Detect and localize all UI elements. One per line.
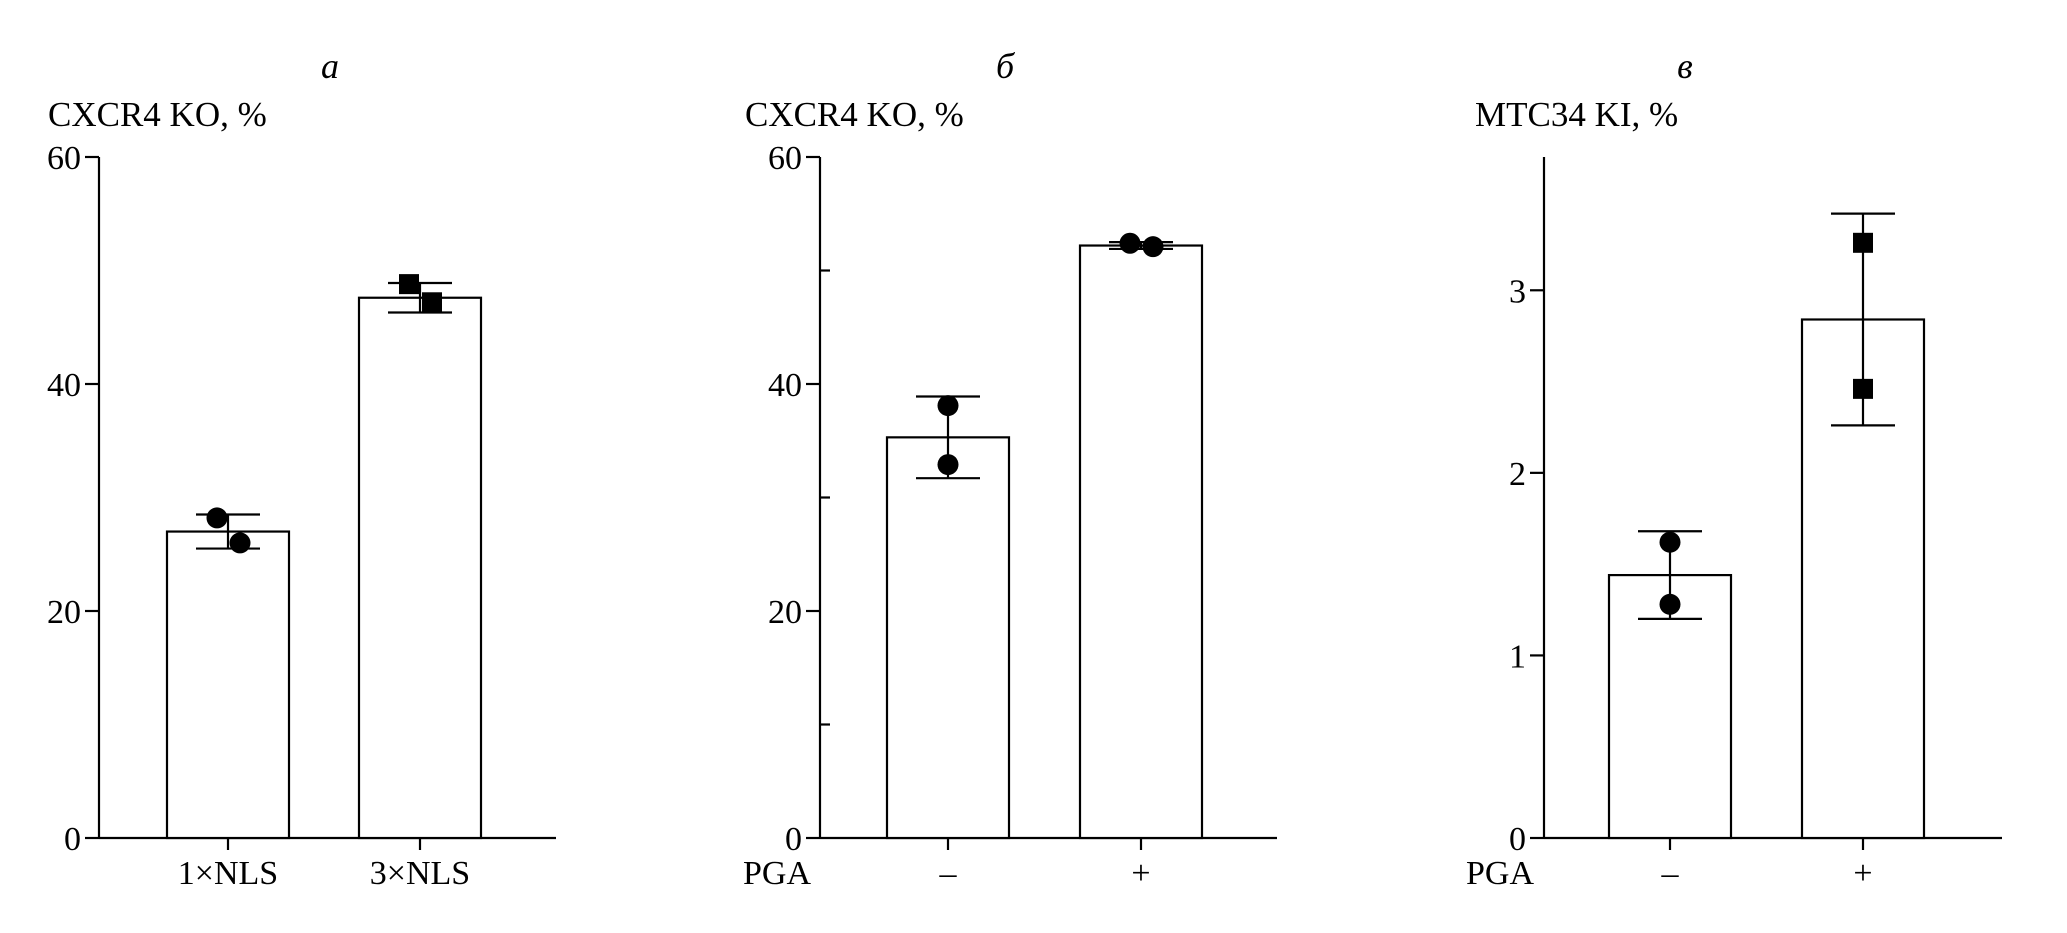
x-tick-label: 1×NLS <box>178 855 278 892</box>
data-point-circle <box>1659 593 1681 615</box>
data-point-circle <box>937 395 959 417</box>
data-point-circle <box>1659 531 1681 553</box>
y-tick-label: 40 <box>768 367 802 404</box>
panel-letter: б <box>996 46 1016 86</box>
bar <box>885 436 1011 840</box>
data-point-square <box>1853 232 1873 253</box>
x-tick-label: + <box>1131 855 1150 892</box>
x-axis-label: PGA <box>743 855 811 892</box>
y-tick-label: 60 <box>768 140 802 177</box>
x-tick-label: – <box>1661 855 1680 892</box>
panel-letter: а <box>321 46 339 86</box>
data-point-circle <box>1142 236 1164 258</box>
y-tick-label: 3 <box>1509 273 1526 310</box>
data-point-square <box>422 292 442 313</box>
bar <box>357 296 483 840</box>
y-tick-label: 0 <box>64 821 81 858</box>
x-axis-label: PGA <box>1466 855 1534 892</box>
y-tick-label: 20 <box>47 594 81 631</box>
panel-letter: в <box>1677 46 1693 86</box>
data-point-circle <box>937 454 959 476</box>
data-point-square <box>1853 378 1873 399</box>
y-axis-label: CXCR4 KO, % <box>48 95 267 134</box>
x-tick-label: 3×NLS <box>370 855 470 892</box>
bar <box>165 530 291 840</box>
data-point-square <box>399 274 419 295</box>
y-axis-label: CXCR4 KO, % <box>745 95 964 134</box>
data-point-circle <box>229 532 251 554</box>
y-tick-label: 0 <box>1509 821 1526 858</box>
bar <box>1078 244 1204 840</box>
data-point-circle <box>206 507 228 529</box>
y-tick-label: 0 <box>785 821 802 858</box>
x-tick-label: – <box>939 855 958 892</box>
y-tick-label: 40 <box>47 367 81 404</box>
y-tick-label: 1 <box>1509 638 1526 675</box>
x-tick-label: + <box>1853 855 1872 892</box>
y-tick-label: 60 <box>47 140 81 177</box>
y-tick-label: 20 <box>768 594 802 631</box>
y-axis-label: MTC34 KI, % <box>1475 95 1678 134</box>
data-point-circle <box>1119 232 1141 254</box>
y-tick-label: 2 <box>1509 456 1526 493</box>
